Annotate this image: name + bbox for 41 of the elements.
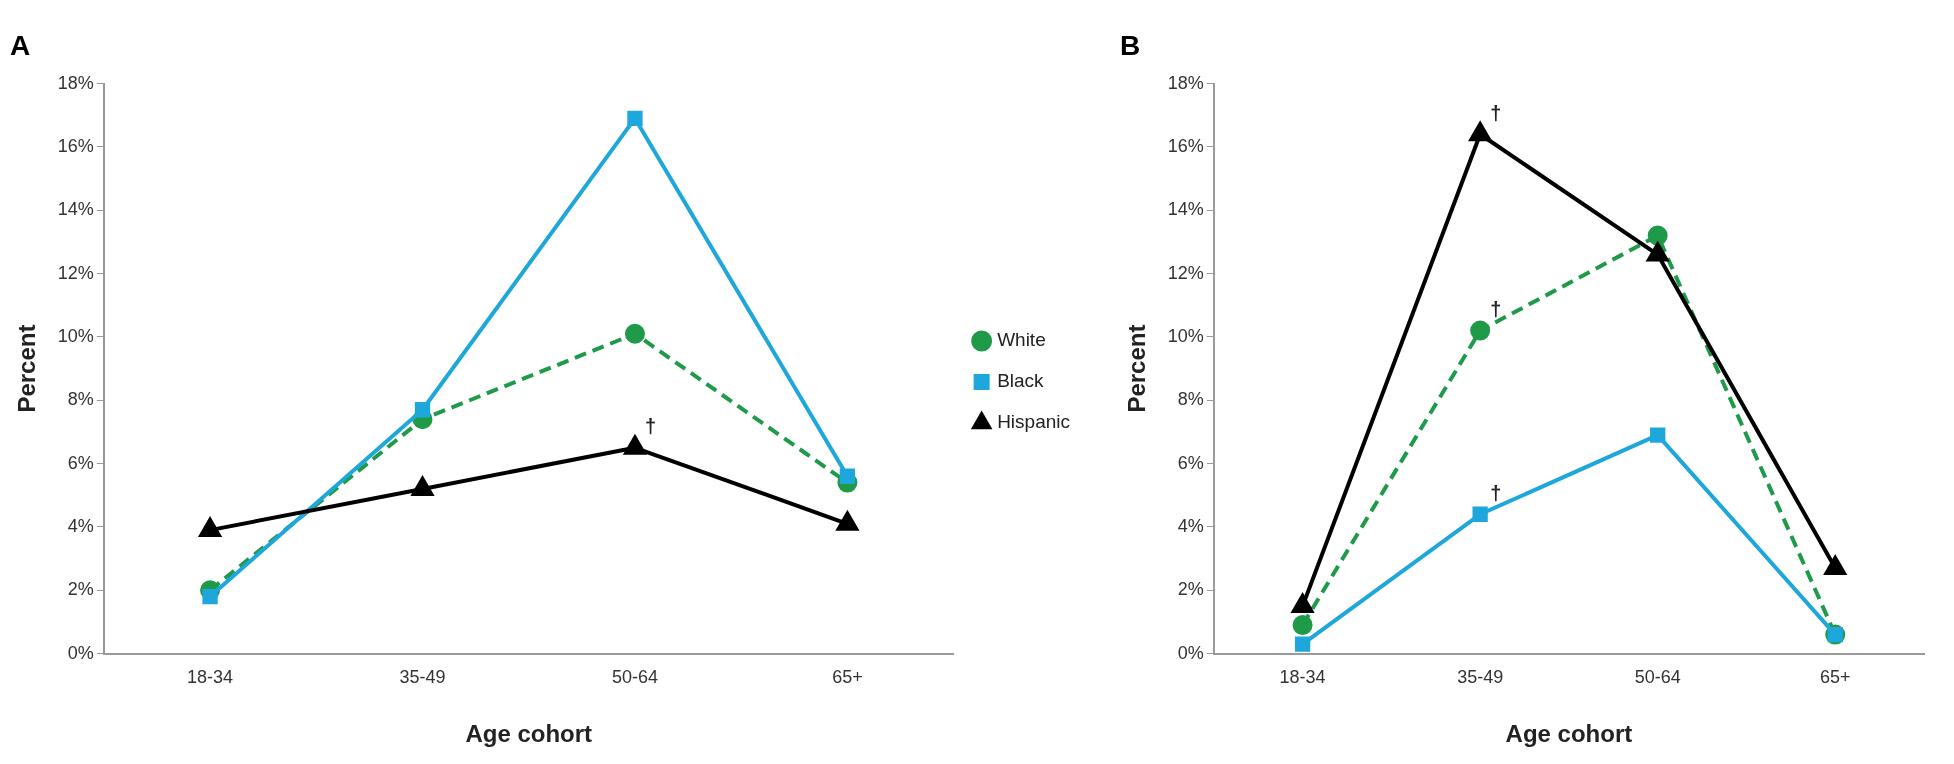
y-tick-label: 18% [57, 72, 94, 93]
chart-title: B [1120, 29, 1141, 61]
y-tick-label: 12% [57, 262, 94, 283]
y-tick-label: 16% [57, 135, 94, 156]
x-tick-label: 65+ [1819, 667, 1851, 688]
annotation: † [644, 415, 657, 438]
x-axis-title: Age cohort [465, 720, 593, 748]
y-axis-title: Percent [1123, 324, 1151, 413]
y-tick-label: 6% [67, 452, 94, 473]
y-tick-label: 10% [1167, 325, 1204, 346]
y-tick-label: 8% [67, 389, 94, 410]
x-tick-label: 50-64 [1634, 667, 1681, 688]
y-tick-label: 4% [67, 515, 94, 536]
y-tick-label: 14% [1167, 199, 1204, 220]
x-tick-label: 18-34 [187, 667, 234, 688]
y-tick-label: 18% [1167, 72, 1204, 93]
y-tick-label: 16% [1167, 135, 1204, 156]
x-tick-label: 18-34 [1279, 667, 1326, 688]
x-tick-label: 35-49 [399, 667, 446, 688]
x-tick-label: 65+ [832, 667, 863, 688]
y-tick-label: 8% [1177, 389, 1204, 410]
y-tick-label: 14% [57, 199, 94, 220]
legend-label: Hispanic [997, 411, 1071, 433]
x-axis-title: Age cohort [1505, 720, 1633, 748]
annotation: † [1490, 298, 1502, 321]
legend-label: Black [997, 370, 1045, 392]
y-tick-label: 2% [67, 579, 94, 600]
chart-title: A [10, 29, 31, 61]
y-tick-label: 4% [1177, 515, 1204, 536]
y-tick-label: 6% [1177, 452, 1204, 473]
annotation: † [1490, 101, 1502, 124]
y-tick-label: 10% [57, 325, 94, 346]
y-tick-label: 0% [67, 642, 94, 663]
y-tick-label: 2% [1177, 579, 1204, 600]
y-axis-title: Percent [13, 324, 41, 413]
y-tick-label: 0% [1177, 642, 1204, 663]
x-tick-label: 35-49 [1457, 667, 1504, 688]
legend-label: White [997, 329, 1046, 351]
x-tick-label: 50-64 [611, 667, 658, 688]
annotation: † [1490, 481, 1502, 504]
y-tick-label: 12% [1167, 262, 1204, 283]
